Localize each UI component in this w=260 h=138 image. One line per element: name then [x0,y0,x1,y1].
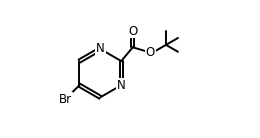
Text: N: N [117,79,126,92]
Text: O: O [146,46,155,59]
Text: Br: Br [59,92,72,106]
Text: O: O [128,25,137,38]
Text: N: N [96,43,105,55]
